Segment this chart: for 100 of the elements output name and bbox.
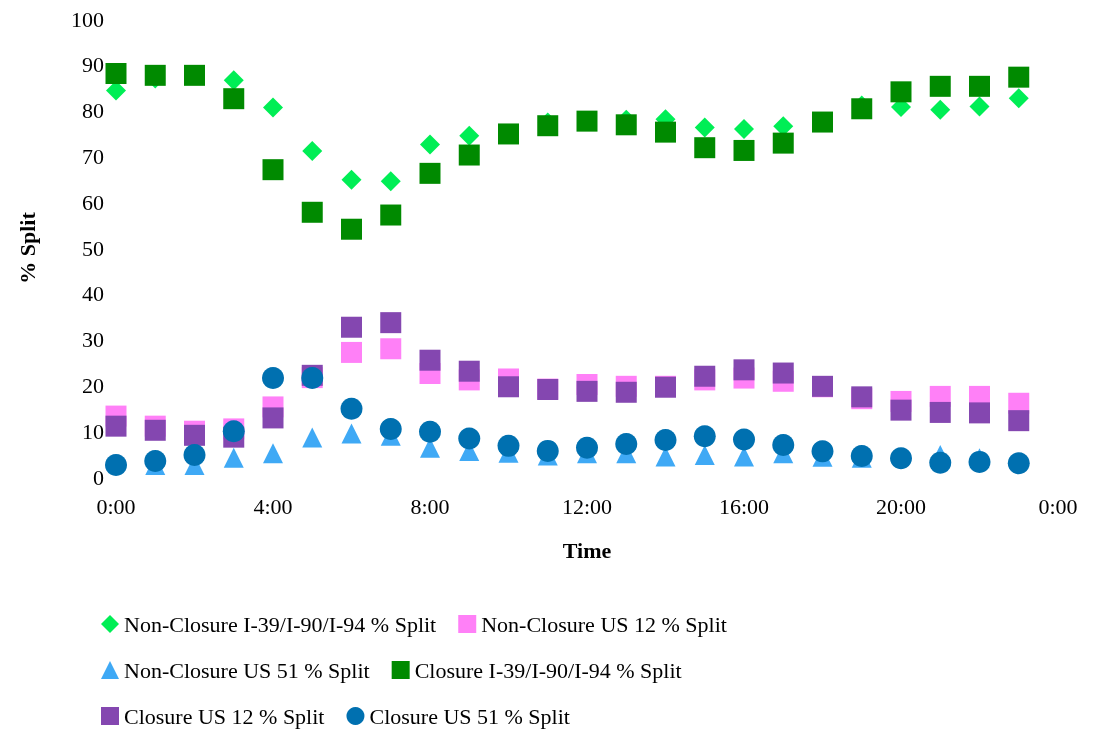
- x-tick-label: 12:00: [561, 493, 613, 519]
- point: [655, 121, 676, 143]
- point: [459, 125, 480, 146]
- point: [969, 75, 990, 97]
- point: [537, 115, 559, 137]
- point: [380, 338, 402, 360]
- point: [341, 169, 362, 190]
- legend-label: Closure US 12 % Split: [124, 703, 325, 729]
- point: [262, 367, 284, 390]
- point: [576, 436, 598, 459]
- y-tick-label: 0: [93, 464, 104, 490]
- point: [301, 201, 323, 223]
- point: [1008, 88, 1029, 109]
- point: [811, 440, 834, 463]
- point: [419, 349, 441, 371]
- point: [262, 159, 284, 181]
- point: [812, 111, 833, 133]
- point: [654, 428, 677, 451]
- point: [458, 144, 480, 166]
- x-tick-label: 20:00: [875, 493, 927, 519]
- point: [929, 451, 952, 474]
- y-tick-label: 100: [71, 6, 104, 32]
- x-tick-label: 0:00: [1038, 493, 1078, 519]
- legend-label: Non-Closure US 51 % Split: [124, 657, 370, 683]
- point: [1008, 66, 1030, 88]
- point: [458, 427, 481, 450]
- legend-label: Non-Closure I-39/I-90/I-94 % Split: [124, 611, 437, 637]
- point: [223, 70, 244, 91]
- point: [969, 96, 990, 117]
- point: [694, 117, 715, 138]
- point: [262, 407, 284, 429]
- point: [615, 433, 638, 456]
- point: [380, 171, 401, 192]
- x-tick-label: 16:00: [718, 493, 770, 519]
- point: [1007, 452, 1030, 475]
- point: [497, 434, 520, 457]
- point: [340, 397, 363, 420]
- legend-label: Closure US 51 % Split: [369, 703, 570, 729]
- point: [184, 64, 205, 86]
- point: [144, 449, 167, 472]
- point: [890, 399, 912, 421]
- y-axis-title: % Split: [14, 211, 40, 284]
- point: [341, 341, 362, 363]
- x-tick-label: 4:00: [253, 493, 293, 519]
- point: [929, 75, 951, 97]
- point: [734, 118, 754, 139]
- point: [419, 420, 441, 443]
- point: [772, 362, 794, 384]
- point: [576, 110, 598, 132]
- x-axis-title: Time: [562, 537, 612, 563]
- point: [380, 204, 402, 226]
- point: [341, 218, 362, 240]
- point: [890, 81, 912, 103]
- point: [615, 114, 637, 136]
- point: [693, 425, 716, 448]
- point: [733, 428, 755, 451]
- point: [930, 99, 951, 120]
- point: [183, 444, 206, 467]
- x-tick-label: 0:00: [96, 493, 136, 519]
- point: [420, 134, 440, 155]
- point: [733, 359, 755, 381]
- point: [968, 450, 991, 473]
- point: [498, 376, 519, 398]
- point: [223, 447, 244, 468]
- point: [419, 162, 441, 184]
- point: [144, 64, 166, 86]
- point: [772, 132, 794, 154]
- y-tick-label: 80: [82, 98, 104, 124]
- point: [302, 140, 323, 161]
- point: [105, 454, 127, 477]
- point: [772, 433, 795, 456]
- point: [576, 380, 598, 402]
- point: [341, 423, 362, 444]
- point: [341, 316, 362, 338]
- x-tick-label: 8:00: [410, 493, 450, 519]
- point: [615, 381, 637, 403]
- y-tick-label: 20: [82, 372, 104, 398]
- point: [223, 88, 245, 110]
- point: [929, 401, 951, 423]
- point: [379, 417, 402, 440]
- point: [1008, 410, 1030, 432]
- y-tick-label: 60: [82, 189, 104, 215]
- y-tick-label: 50: [82, 235, 104, 261]
- point: [458, 360, 480, 382]
- point: [263, 97, 283, 118]
- y-tick-label: 70: [82, 143, 104, 169]
- point: [851, 98, 873, 120]
- legend-label: Non-Closure US 12 % Split: [481, 611, 727, 637]
- point: [890, 447, 912, 470]
- point: [105, 63, 127, 84]
- point: [263, 443, 283, 464]
- point: [733, 139, 755, 161]
- point: [302, 427, 323, 448]
- y-tick-label: 30: [82, 327, 104, 353]
- point: [969, 402, 990, 424]
- y-tick-label: 10: [82, 418, 104, 444]
- point: [105, 415, 127, 437]
- y-tick-label: 40: [82, 281, 104, 307]
- y-tick-label: 90: [82, 52, 104, 78]
- point: [694, 445, 715, 466]
